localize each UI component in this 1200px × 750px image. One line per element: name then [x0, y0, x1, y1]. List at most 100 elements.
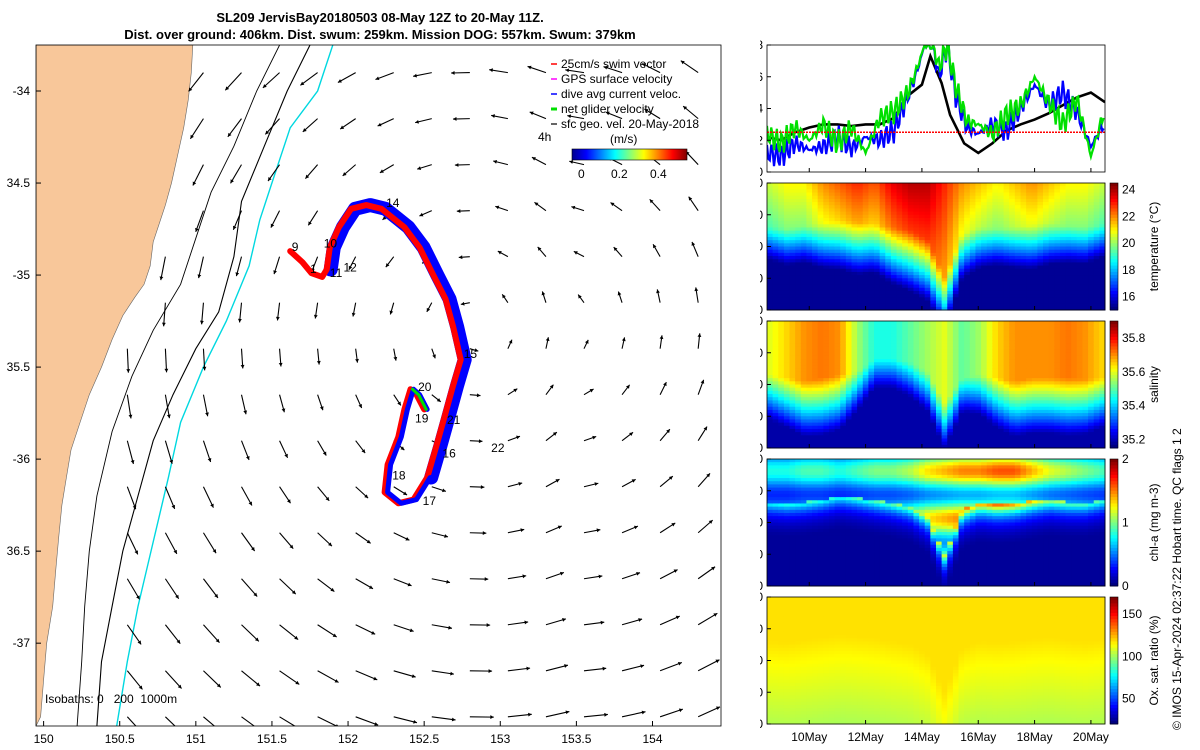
isobaths-note: Isobaths: 0 200 1000m	[45, 692, 177, 706]
velocity-arrowhead	[502, 294, 506, 299]
vel-y-tick: 0.2	[760, 133, 763, 147]
velocity-arrow	[164, 486, 176, 510]
cbar-tick-02: 0.2	[611, 167, 628, 181]
depth-tick: 0	[760, 590, 763, 604]
legend-4h: 4h	[538, 130, 551, 144]
colorbar-0	[1110, 183, 1118, 311]
colorbar-label: salinity	[1147, 366, 1161, 403]
velocity-arrowhead	[491, 114, 495, 118]
velocity-arrow	[241, 486, 253, 506]
velocity-arrowhead	[708, 520, 713, 524]
velocity-arrowhead	[490, 715, 494, 719]
velocity-arrow	[165, 716, 176, 726]
velocity-arrowhead	[486, 623, 491, 627]
map-y-tick: 35.5	[7, 360, 31, 374]
velocity-arrowhead	[716, 706, 721, 711]
velocity-arrowhead	[557, 525, 562, 530]
velocity-arrowhead	[256, 682, 261, 687]
velocity-arrowhead	[332, 633, 337, 638]
velocity-arrowhead	[169, 459, 174, 464]
velocity-arrowhead	[212, 549, 217, 554]
velocity-arrowhead	[137, 640, 142, 645]
velocity-arrowhead	[559, 571, 564, 576]
velocity-arrowhead	[600, 620, 605, 625]
velocity-arrowhead	[173, 549, 177, 554]
velocity-arrowhead	[409, 628, 414, 633]
velocity-arrowhead	[248, 501, 252, 506]
velocity-arrowhead	[713, 613, 718, 617]
imos-credit: © IMOS 15-Apr-2024 02:37:22 Hobart time.…	[1170, 428, 1184, 730]
velocity-arrow	[164, 348, 168, 373]
velocity-arrowhead	[407, 582, 412, 587]
velocity-arrow	[202, 394, 209, 417]
velocity-arrowhead	[205, 412, 209, 417]
velocity-arrowhead	[644, 108, 649, 113]
track-label: 21	[447, 413, 461, 427]
velocity-arrowhead	[291, 590, 296, 595]
velocity-arrowhead	[257, 727, 261, 731]
coastal-track-line	[116, 45, 334, 726]
velocity-arrow	[241, 624, 260, 642]
velocity-arrow	[230, 164, 242, 184]
velocity-arrowhead	[668, 476, 673, 480]
velocity-arrowhead	[680, 60, 685, 65]
track-label: 18	[392, 468, 406, 482]
depth-tick: 100	[760, 240, 763, 254]
velocity-arrow	[300, 72, 318, 86]
velocity-arrowhead	[446, 579, 451, 584]
velocity-arrowhead	[227, 132, 232, 137]
velocity-arrowhead	[458, 255, 463, 260]
velocity-arrowhead	[253, 592, 258, 597]
velocity-arrow	[126, 440, 134, 465]
velocity-arrow	[393, 670, 416, 678]
velocity-arrowhead	[294, 635, 299, 640]
velocity-arrowhead	[308, 221, 312, 226]
velocity-arrowhead	[192, 181, 197, 186]
velocity-arrowhead	[451, 71, 455, 75]
velocity-arrowhead	[265, 130, 270, 135]
velocity-arrowhead	[134, 550, 138, 555]
velocity-arrowhead	[596, 528, 601, 533]
velocity-arrowhead	[489, 68, 493, 73]
velocity-arrowhead	[552, 432, 557, 436]
velocity-arrowhead	[368, 585, 373, 589]
velocity-arrowhead	[567, 114, 572, 119]
velocity-arrow	[192, 164, 204, 186]
velocity-arrowhead	[531, 157, 536, 161]
velocity-arrowhead	[351, 312, 356, 317]
velocity-arrow	[507, 713, 532, 718]
velocity-arrowhead	[400, 446, 405, 451]
velocity-arrowhead	[656, 289, 660, 294]
velocity-arrow	[659, 661, 683, 672]
velocity-arrow	[279, 716, 296, 726]
velocity-arrow	[126, 486, 137, 510]
velocity-arrowhead	[262, 84, 267, 88]
velocity-arrowhead	[555, 479, 560, 483]
velocity-arrow	[203, 716, 216, 726]
velocity-arrowhead	[653, 244, 657, 249]
velocity-arrow	[279, 578, 297, 595]
velocity-arrowhead	[629, 432, 634, 437]
colorbar-tick: 22	[1122, 209, 1136, 223]
velocity-arrowhead	[573, 251, 578, 255]
velocity-arrowhead	[671, 522, 676, 527]
velocity-arrow	[659, 708, 684, 718]
velocity-arrowhead	[284, 453, 288, 458]
map-x-tick: 154	[642, 732, 662, 746]
velocity-arrow	[262, 72, 280, 89]
velocity-arrowhead	[385, 263, 390, 268]
cbar-tick-0: 0	[578, 167, 585, 181]
velocity-arrowhead	[518, 482, 523, 486]
velocity-arrow	[621, 664, 645, 672]
velocity-arrowhead	[610, 202, 615, 207]
depth-tick: 200	[760, 717, 763, 731]
velocity-arrow	[195, 210, 204, 233]
velocity-arrowhead	[598, 574, 603, 579]
velocity-arrowhead	[675, 615, 680, 620]
depth-tick: 50	[760, 622, 763, 636]
velocity-arrow	[198, 256, 204, 279]
velocity-arrowhead	[605, 111, 610, 116]
colorbar-tick: 35.8	[1122, 331, 1146, 345]
velocity-arrow	[164, 440, 173, 464]
